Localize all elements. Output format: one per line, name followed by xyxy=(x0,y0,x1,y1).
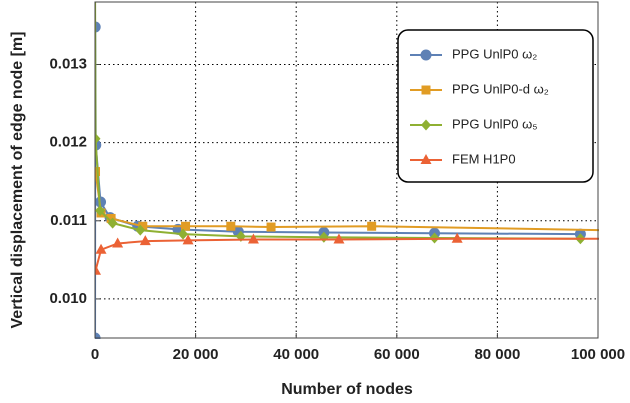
point xyxy=(367,221,377,231)
point xyxy=(95,243,107,254)
legend-marker xyxy=(420,154,432,164)
point xyxy=(178,228,189,240)
legend-label: PPG UnlP0-d ω₂ xyxy=(452,81,549,96)
point xyxy=(106,213,116,223)
point xyxy=(247,233,259,244)
point xyxy=(95,205,106,217)
x-tick-label: 60 000 xyxy=(374,346,420,363)
point xyxy=(107,217,118,229)
x-axis-label: Number of nodes xyxy=(281,381,413,398)
plot-frame xyxy=(94,1,599,339)
point xyxy=(135,224,146,236)
point xyxy=(95,133,101,145)
y-tick-label: 0.013 xyxy=(49,55,87,72)
point xyxy=(138,221,148,231)
point xyxy=(181,221,191,231)
legend-label: FEM H1P0 xyxy=(452,151,516,166)
legend-marker xyxy=(421,85,431,95)
point xyxy=(95,264,102,275)
x-tick-label: 20 000 xyxy=(173,346,219,363)
legend-marker xyxy=(421,119,431,131)
point xyxy=(95,21,101,33)
legend-marker xyxy=(420,49,432,61)
legend-label: PPG UnlP0 ω₅ xyxy=(452,116,537,131)
point xyxy=(182,234,194,245)
y-axis-label: Vertical displacement of edge node [m] xyxy=(9,32,26,329)
point xyxy=(226,221,236,231)
series-line xyxy=(95,2,581,240)
legend-box xyxy=(397,29,594,183)
x-tick-label: 80 000 xyxy=(474,346,520,363)
x-tick-label: 100 000 xyxy=(571,346,625,363)
point xyxy=(95,332,101,339)
point xyxy=(112,237,124,248)
point xyxy=(333,233,345,244)
x-tick-label: 40 000 xyxy=(273,346,319,363)
x-tick-label: 0 xyxy=(91,346,99,363)
point xyxy=(139,235,151,246)
y-tick-label: 0.012 xyxy=(49,134,87,151)
y-tick-label: 0.010 xyxy=(49,290,87,307)
y-tick-label: 0.011 xyxy=(50,212,87,229)
series-line xyxy=(95,237,599,272)
point xyxy=(266,222,276,232)
point xyxy=(451,232,463,243)
legend-label: PPG UnlP0 ω₂ xyxy=(452,46,537,61)
